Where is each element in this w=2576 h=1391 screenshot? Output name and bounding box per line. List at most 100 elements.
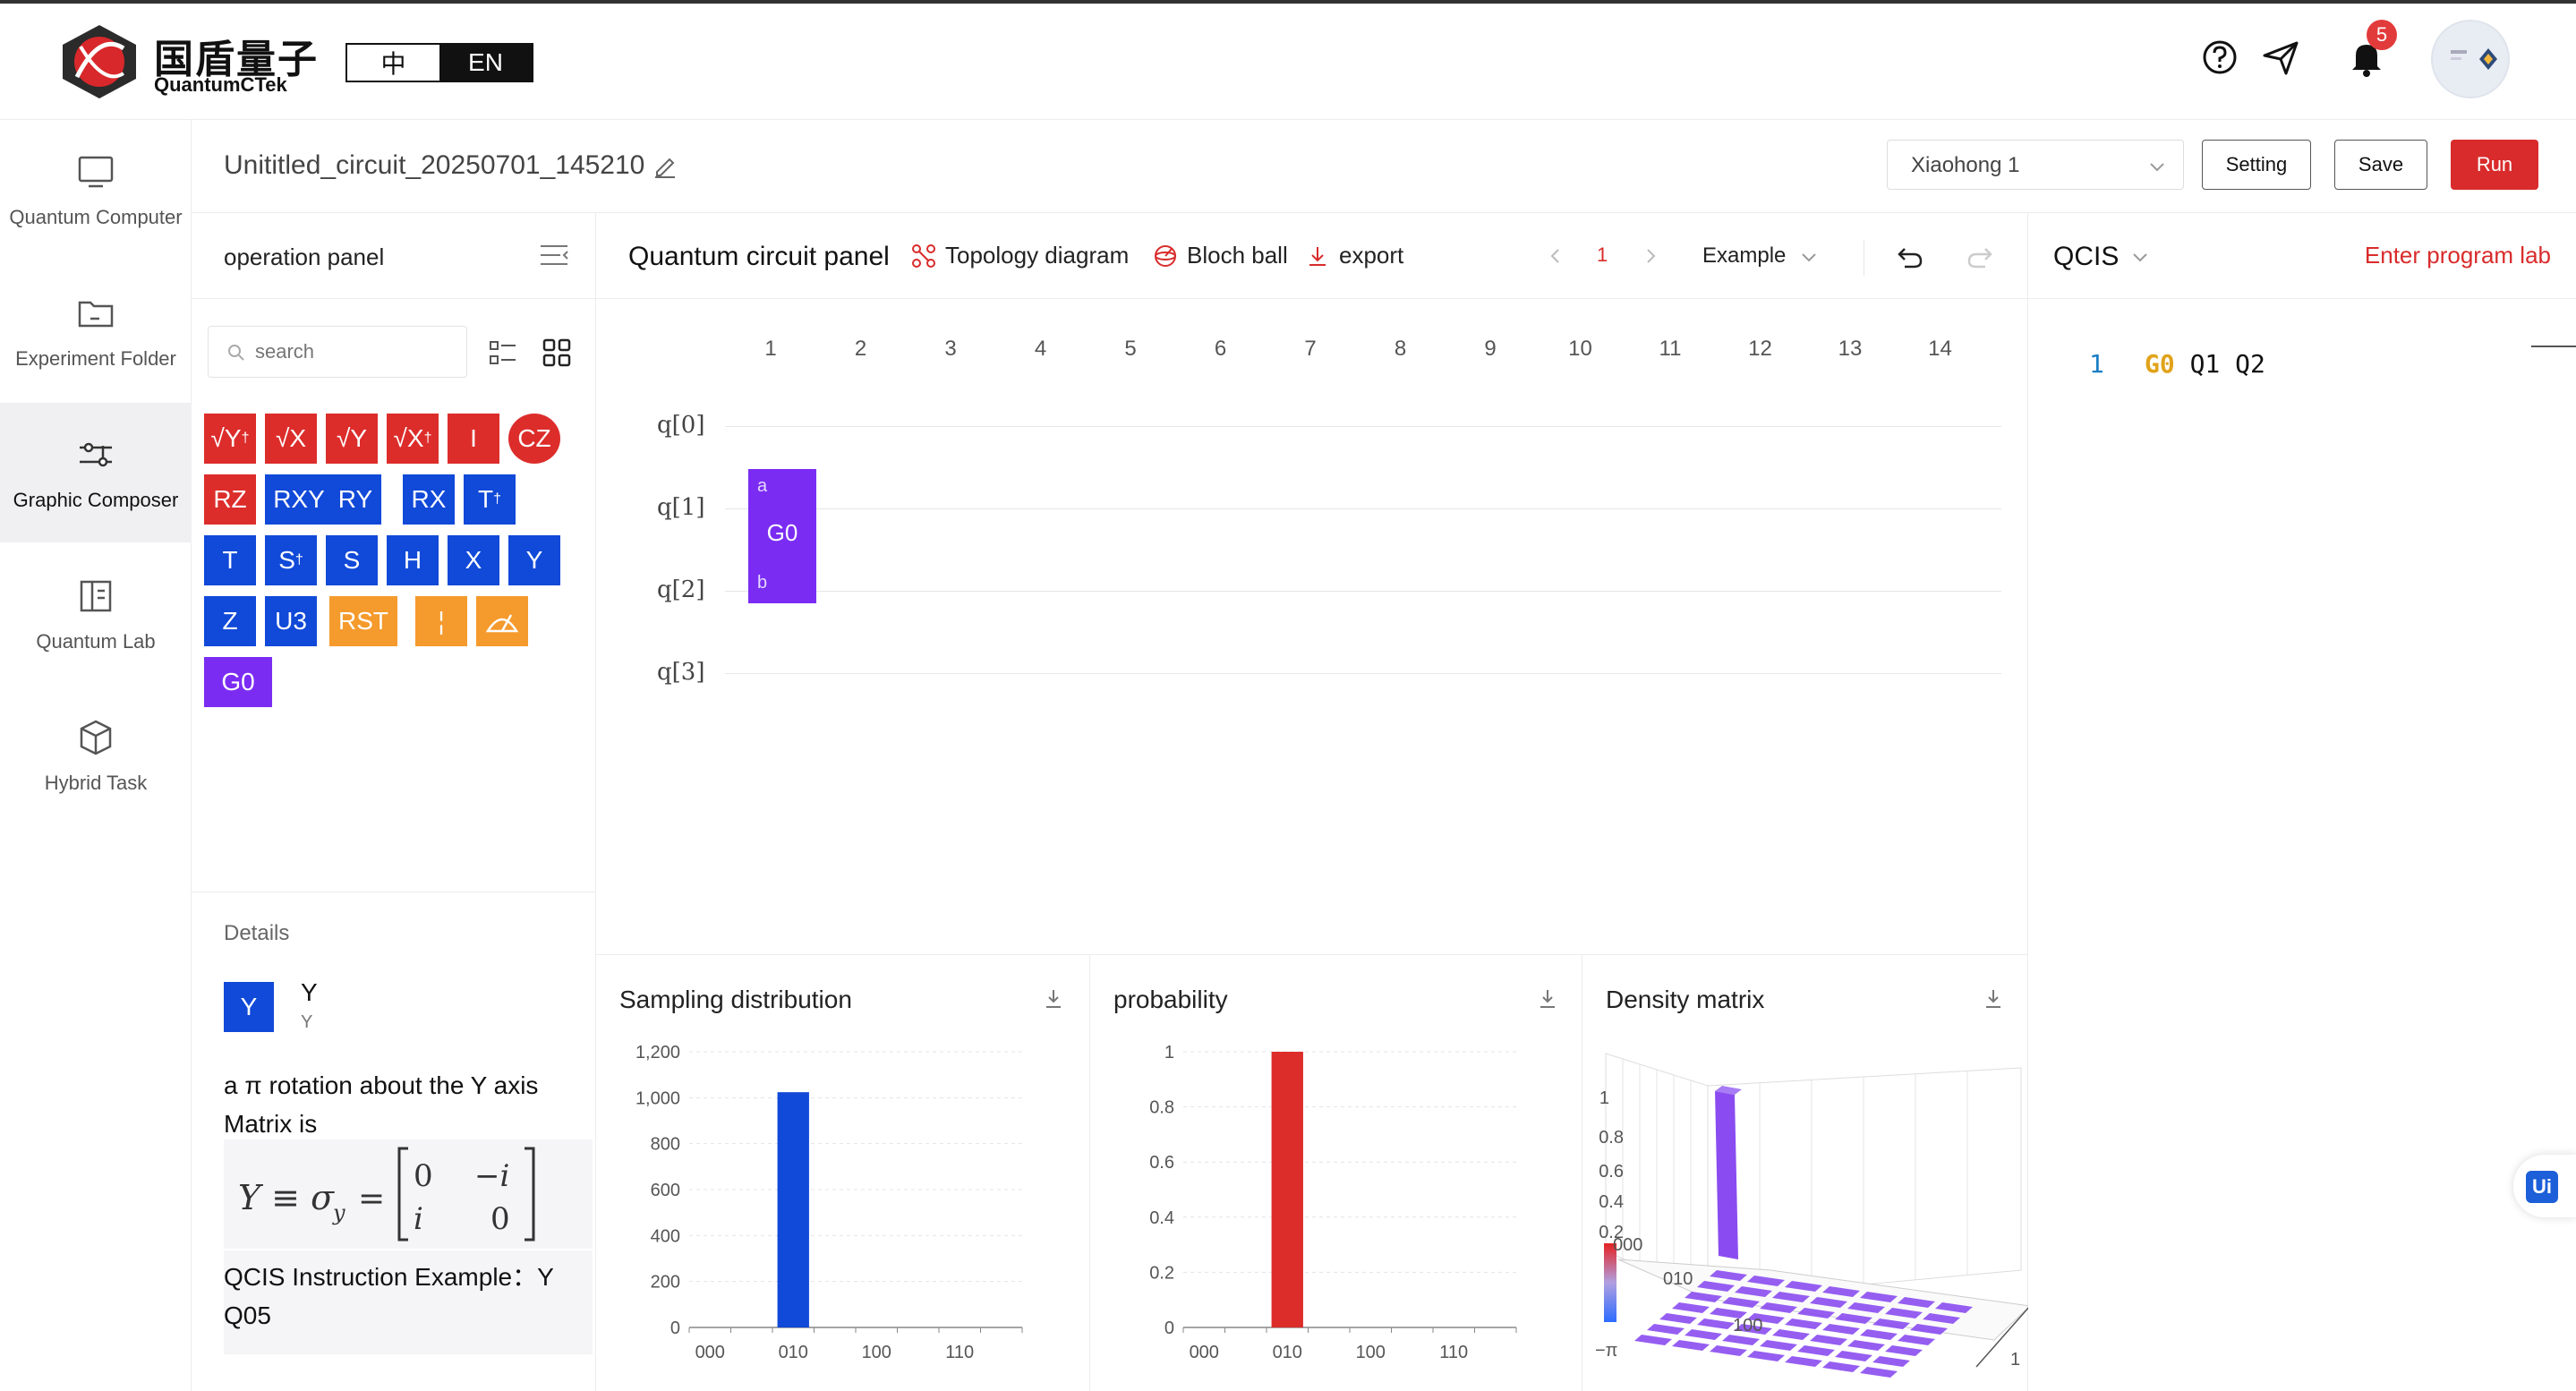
gate-label: √Y — [336, 424, 368, 452]
back-wall-right — [1707, 1067, 2022, 1300]
gate-label: G0 — [766, 519, 798, 546]
x-tick-label: 000 — [1190, 1343, 1219, 1362]
gate-rx-button[interactable]: RX — [403, 474, 455, 525]
page-number[interactable]: 1 — [1597, 243, 1608, 266]
measure-icon — [485, 614, 519, 633]
gate-x-button[interactable]: √X — [265, 414, 317, 464]
list-view-icon[interactable] — [489, 338, 517, 367]
language-cn-option[interactable]: 中 — [347, 45, 439, 81]
bloch-ball-button[interactable]: Bloch ball — [1153, 242, 1288, 269]
column-number: 5 — [1124, 337, 1137, 361]
sidebar-item-graphic-composer[interactable]: Graphic Composer — [0, 403, 192, 542]
edit-icon[interactable] — [652, 152, 678, 179]
gate-h-button[interactable]: H — [387, 535, 439, 585]
gate-i-button[interactable]: I — [448, 414, 499, 464]
bar-010[interactable] — [1271, 1052, 1303, 1327]
gate-s-button[interactable]: S † — [265, 535, 317, 585]
example-select[interactable]: Example — [1702, 243, 1787, 268]
density-floor-bar — [1735, 1286, 1772, 1297]
placed-g0-gate[interactable]: a G0 b — [748, 469, 816, 603]
gate-x-button[interactable]: X — [448, 535, 499, 585]
top-header: 国盾量子 QuantumCTek 中 EN 5 — [0, 0, 2576, 120]
density-floor-bar — [1835, 1313, 1872, 1324]
density-floor-bar — [1910, 1324, 1948, 1335]
floating-assistant-button[interactable]: Ui — [2513, 1155, 2576, 1217]
save-button[interactable]: Save — [2334, 140, 2427, 190]
circuit-panel-header: Quantum circuit panel Topology diagram B… — [596, 213, 2028, 299]
download-icon[interactable] — [1042, 987, 1065, 1011]
download-icon[interactable] — [1982, 987, 2005, 1011]
collapse-menu-icon[interactable] — [539, 242, 569, 269]
column-number: 6 — [1214, 337, 1227, 361]
folder-icon — [78, 301, 114, 328]
user-avatar[interactable] — [2431, 20, 2510, 98]
density-floor-bar — [1860, 1292, 1898, 1302]
run-button[interactable]: Run — [2451, 140, 2538, 190]
detail-gate-name: Y — [301, 978, 318, 1006]
device-select[interactable]: Xiaohong 1 — [1887, 140, 2184, 190]
help-icon[interactable] — [2198, 36, 2241, 79]
code-editor-line[interactable]: G0 Q1 Q2 — [2145, 349, 2265, 379]
search-input[interactable] — [255, 336, 452, 368]
sampling-distribution-panel: Sampling distribution 0 200 400 600 800 1,000… — [596, 954, 1090, 1391]
gate-rxy-button[interactable]: RXY — [265, 474, 333, 525]
qubit-wire[interactable] — [725, 426, 2001, 427]
sidebar-item-quantum-computer[interactable]: Quantum Computer — [0, 120, 192, 260]
bar-010[interactable] — [777, 1092, 809, 1327]
detail-gate-badge: Y — [224, 982, 274, 1032]
x-tick-label: 110 — [945, 1343, 974, 1362]
density-floor-bar — [1785, 1281, 1822, 1292]
gate-label: S — [278, 546, 295, 574]
matrix-cell: i — [414, 1201, 423, 1237]
topology-diagram-button[interactable]: Topology diagram — [911, 242, 1129, 269]
language-en-option[interactable]: EN — [439, 45, 532, 81]
gate-measure-button[interactable] — [476, 596, 528, 646]
gate-symbol-button[interactable]: ¦ — [415, 596, 467, 646]
gate-u3-button[interactable]: U3 — [265, 596, 317, 646]
qcis-example-line: QCIS Instruction Example：Y — [224, 1263, 554, 1291]
redo-icon[interactable] — [1964, 240, 1996, 272]
gate-y-button[interactable]: √Y — [326, 414, 378, 464]
topology-icon — [912, 243, 935, 268]
density-floor-bar — [1672, 1340, 1710, 1351]
gate-y-button[interactable]: √Y † — [204, 414, 256, 464]
sidebar-item-label: Graphic Composer — [13, 489, 179, 511]
sidebar-item-experiment-folder[interactable]: Experiment Folder — [0, 261, 192, 401]
download-icon[interactable] — [1536, 987, 1559, 1011]
gate-label: T — [477, 485, 494, 513]
gate-g0-button[interactable]: G0 — [204, 657, 272, 707]
column-number: 9 — [1484, 337, 1497, 361]
gate-x-button[interactable]: √X † — [387, 414, 439, 464]
chevron-down-icon[interactable] — [2130, 247, 2150, 267]
gate-t-button[interactable]: T — [204, 535, 256, 585]
density-floor-bar — [1760, 1302, 1797, 1313]
qubit-wire[interactable] — [725, 591, 2001, 592]
density-peak-bar[interactable] — [1715, 1091, 1738, 1259]
column-number: 7 — [1304, 337, 1317, 361]
composer-icon — [80, 442, 112, 467]
chevron-left-icon[interactable] — [1545, 245, 1566, 267]
enter-program-lab-link[interactable]: Enter program lab — [2364, 242, 2551, 269]
gate-y-button[interactable]: Y — [508, 535, 560, 585]
sidebar-item-quantum-lab[interactable]: Quantum Lab — [0, 544, 192, 684]
density-floor-bar — [1722, 1335, 1760, 1345]
gate-rst-button[interactable]: RST — [329, 596, 397, 646]
export-button[interactable]: export — [1305, 242, 1403, 269]
undo-icon[interactable] — [1894, 240, 1926, 272]
qubit-wire[interactable] — [725, 673, 2001, 674]
gate-ry-button[interactable]: RY — [329, 474, 381, 525]
gate-t-button[interactable]: T † — [464, 474, 516, 525]
gate-label: √X — [393, 424, 424, 452]
gate-z-button[interactable]: Z — [204, 596, 256, 646]
gate-s-button[interactable]: S — [326, 535, 378, 585]
gate-cz-button[interactable]: CZ — [508, 414, 560, 464]
bell-icon[interactable] — [2345, 36, 2388, 79]
setting-button[interactable]: Setting — [2202, 140, 2311, 190]
chevron-right-icon[interactable] — [1640, 245, 1661, 267]
grid-view-icon[interactable] — [542, 338, 571, 367]
gate-rz-button[interactable]: RZ — [204, 474, 256, 525]
chevron-down-icon[interactable] — [1799, 247, 1819, 267]
send-icon[interactable] — [2259, 36, 2302, 79]
qubit-wire[interactable] — [725, 508, 2001, 509]
sidebar-item-hybrid-task[interactable]: Hybrid Task — [0, 686, 192, 825]
